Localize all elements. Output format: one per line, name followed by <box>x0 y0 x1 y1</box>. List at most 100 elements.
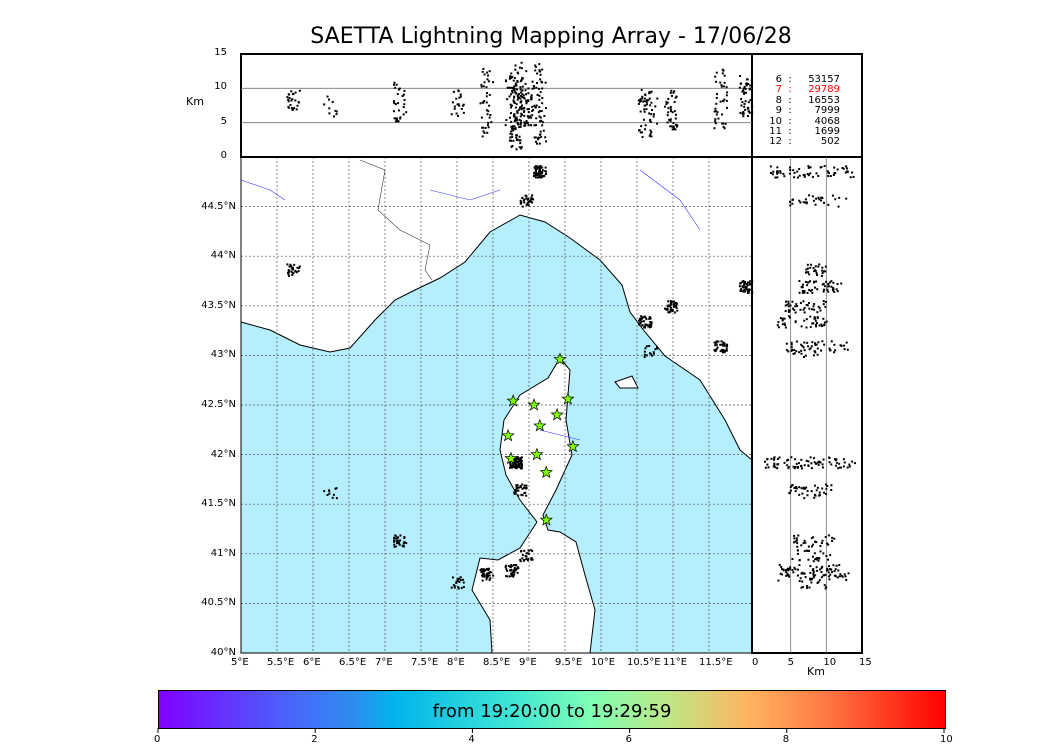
lightning-source-altitude <box>291 98 294 101</box>
lightning-source-map <box>538 165 541 168</box>
lightning-source-map <box>462 578 465 581</box>
lightning-source-map <box>486 572 489 575</box>
altitude-tick-label: 15 <box>214 47 227 58</box>
lightning-source-map <box>647 325 650 328</box>
station-star-icon <box>533 418 547 432</box>
separator: : <box>788 94 792 106</box>
lightning-source-side <box>837 205 840 208</box>
lightning-source-side <box>767 466 770 469</box>
lightning-source-side <box>803 487 806 490</box>
lightning-source-map <box>740 288 743 291</box>
lightning-source-map <box>744 280 747 283</box>
lightning-source-map <box>483 570 486 573</box>
lightning-source-altitude <box>540 119 543 122</box>
lightning-source-map <box>751 280 754 283</box>
lightning-source-side <box>773 456 776 459</box>
lightning-source-altitude <box>538 63 541 66</box>
lightning-source-map <box>402 544 405 547</box>
lightning-source-altitude <box>526 108 529 111</box>
lightning-source-map <box>514 564 517 567</box>
lightning-source-map <box>490 571 493 574</box>
lightning-source-map <box>638 323 641 326</box>
lightning-source-map <box>335 497 338 500</box>
lightning-source-map <box>751 290 754 293</box>
lightning-source-altitude <box>669 110 672 113</box>
lightning-source-altitude <box>536 138 539 141</box>
lightning-source-side <box>787 310 790 313</box>
lightning-source-map <box>519 456 522 459</box>
lightning-source-altitude <box>645 108 648 111</box>
lightning-source-altitude <box>739 74 742 77</box>
lightning-source-altitude <box>294 99 297 102</box>
lightning-source-side <box>782 172 785 175</box>
lightning-source-map <box>397 542 400 545</box>
lightning-source-altitude <box>669 91 672 94</box>
lightning-source-altitude <box>750 79 753 82</box>
lightning-source-altitude <box>535 117 538 120</box>
lightning-source-altitude <box>744 87 747 90</box>
lightning-source-map <box>403 536 406 539</box>
lightning-source-side <box>776 463 779 466</box>
lightning-source-map <box>512 569 515 572</box>
lightning-source-map <box>525 555 528 558</box>
lightning-source-altitude <box>722 125 725 128</box>
lightning-source-altitude <box>714 110 717 113</box>
lightning-source-altitude <box>532 108 535 111</box>
lightning-source-map <box>525 552 528 555</box>
lightning-source-side <box>773 464 776 467</box>
lightning-source-map <box>332 493 335 496</box>
lightning-source-side <box>824 270 827 273</box>
lightning-source-altitude <box>740 98 743 101</box>
lightning-source-altitude <box>745 82 748 85</box>
lightning-source-side <box>814 574 817 577</box>
lightning-source-side <box>813 286 816 289</box>
lightning-source-side <box>800 352 803 355</box>
lightning-source-altitude <box>524 89 527 92</box>
station-count-row: 9: 7999 <box>760 105 840 116</box>
lightning-source-map <box>291 266 294 269</box>
lightning-source-altitude <box>509 132 512 135</box>
lightning-source-side <box>844 575 847 578</box>
lightning-source-side <box>802 346 805 349</box>
lightning-source-map <box>645 323 648 326</box>
lightning-source-altitude <box>713 110 716 113</box>
lightning-source-map <box>537 172 540 175</box>
lightning-source-altitude <box>667 107 670 110</box>
lightning-source-altitude <box>538 87 541 90</box>
lightning-source-side <box>822 552 825 555</box>
lightning-source-altitude <box>663 105 666 108</box>
lightning-source-altitude <box>511 91 514 94</box>
lightning-source-altitude <box>393 81 396 84</box>
lightning-source-altitude <box>504 79 507 82</box>
lightning-source-side <box>778 563 781 566</box>
lightning-source-altitude <box>516 95 519 98</box>
lightning-source-altitude <box>401 95 404 98</box>
lightning-source-altitude <box>666 114 669 117</box>
lightning-source-map <box>520 463 523 466</box>
lightning-source-altitude <box>459 95 462 98</box>
lightning-source-map <box>673 300 676 303</box>
lightning-source-map <box>519 486 522 489</box>
lightning-source-altitude <box>539 120 542 123</box>
lightning-source-side <box>784 304 787 307</box>
lightning-source-altitude <box>450 113 453 116</box>
lightning-source-side <box>781 317 784 320</box>
lightning-source-side <box>783 175 786 178</box>
station-count-table: 6: 53157 7: 29789 8: 16553 9: 7999 10: 4068 11: 169… <box>760 74 840 148</box>
lightning-source-altitude <box>458 104 461 107</box>
lightning-source-altitude <box>671 125 674 128</box>
lightning-source-side <box>776 166 779 169</box>
lightning-source-side <box>787 305 790 308</box>
lightning-source-side <box>822 290 825 293</box>
lightning-source-map <box>534 176 537 179</box>
lightning-source-map <box>675 304 678 307</box>
lightning-source-altitude <box>514 68 517 71</box>
colorbar-tick-label: 2 <box>311 734 318 745</box>
side-tick-label: 0 <box>752 657 759 668</box>
lightning-source-side <box>815 343 818 346</box>
lightning-source-altitude <box>530 94 533 97</box>
lightning-source-map <box>526 202 529 205</box>
lon-tick-label: 11.5°E <box>699 657 733 668</box>
lightning-source-altitude <box>510 76 513 79</box>
lightning-source-altitude <box>484 126 487 129</box>
